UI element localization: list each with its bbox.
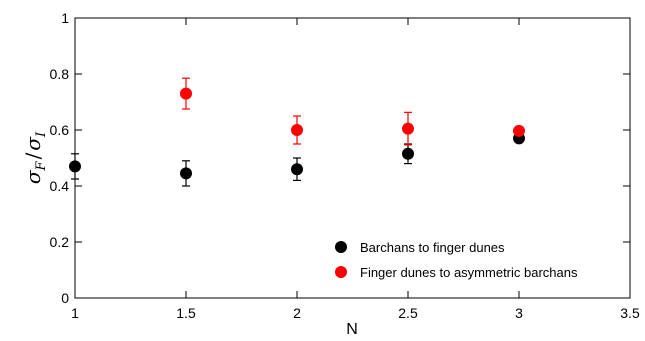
y-tick-label: 1 xyxy=(61,10,69,26)
y-axis-label: σF/σI xyxy=(21,131,49,184)
x-tick-label: 1.5 xyxy=(176,305,196,321)
legend-marker-finger-dunes xyxy=(335,266,347,278)
plot-frame xyxy=(74,17,631,299)
x-tick-label: 1 xyxy=(71,305,79,321)
data-points xyxy=(69,77,525,187)
x-tick-label: 3.5 xyxy=(620,305,640,321)
data-point xyxy=(180,87,192,100)
legend-label-barchans: Barchans to finger dunes xyxy=(360,240,505,255)
data-point xyxy=(291,124,303,136)
x-tick-label: 2 xyxy=(293,305,301,321)
legend: Barchans to finger dunes Finger dunes to… xyxy=(335,240,578,280)
y-tick-label: 0.4 xyxy=(50,178,70,194)
data-point xyxy=(291,163,303,176)
y-tick-label: 0.2 xyxy=(50,234,70,250)
data-point xyxy=(513,124,525,137)
x-tick-label: 3 xyxy=(515,305,523,321)
data-point xyxy=(180,167,192,180)
data-point xyxy=(402,147,414,160)
y-tick-label: 0.6 xyxy=(50,122,70,138)
data-point xyxy=(69,160,81,173)
x-axis-label: N xyxy=(346,321,358,338)
y-axis: 0 0.2 0.4 0.6 0.8 1 xyxy=(50,10,630,306)
x-tick-label: 2.5 xyxy=(398,305,418,321)
data-point xyxy=(402,122,414,135)
y-tick-label: 0 xyxy=(61,290,69,306)
legend-label-finger-dunes: Finger dunes to asymmetric barchans xyxy=(360,265,578,280)
y-tick-label: 0.8 xyxy=(50,66,70,82)
legend-marker-barchans xyxy=(335,241,347,253)
x-axis: 1 1.5 2 2.5 3 3.5 xyxy=(71,18,640,321)
